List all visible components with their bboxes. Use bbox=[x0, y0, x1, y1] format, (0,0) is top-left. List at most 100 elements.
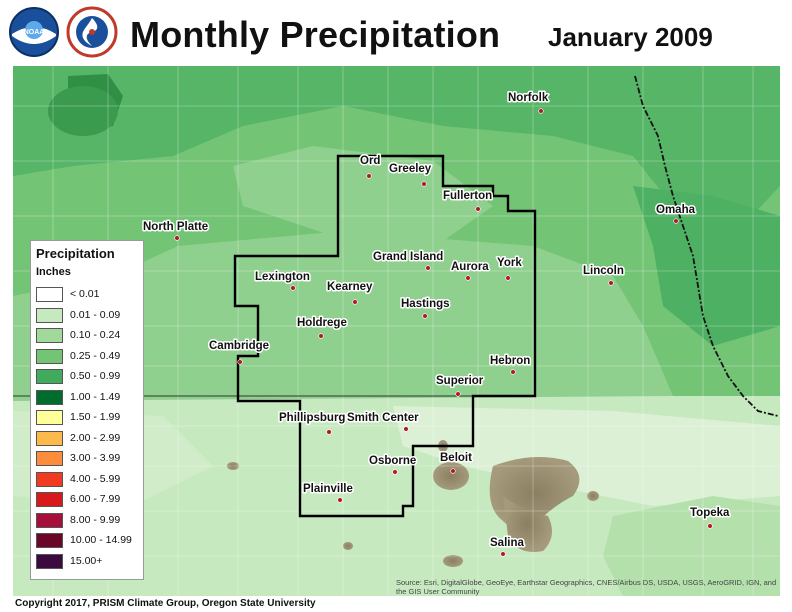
legend-swatch bbox=[36, 410, 63, 425]
legend-swatch bbox=[36, 451, 63, 466]
legend-label: 3.00 - 3.99 bbox=[70, 452, 121, 464]
city-label: Phillipsburg bbox=[279, 412, 345, 424]
legend-item: 2.00 - 2.99 bbox=[36, 430, 140, 448]
precip-zone-dark-east bbox=[633, 186, 780, 346]
city-marker bbox=[422, 313, 428, 319]
city-marker bbox=[174, 235, 180, 241]
noaa-logo: NOAA bbox=[9, 7, 59, 57]
city-marker bbox=[326, 429, 332, 435]
legend-item: 0.01 - 0.09 bbox=[36, 307, 140, 325]
legend-item: 6.00 - 7.99 bbox=[36, 491, 140, 509]
precip-zone-very-light-kansas bbox=[393, 406, 780, 506]
legend-label: 0.10 - 0.24 bbox=[70, 329, 121, 341]
legend-label: 1.50 - 1.99 bbox=[70, 411, 121, 423]
legend-swatch bbox=[36, 471, 63, 487]
legend-swatch bbox=[36, 348, 63, 364]
header: NOAA Monthly Precipitation January 2009 bbox=[0, 0, 792, 66]
legend-label: 10.00 - 14.99 bbox=[70, 534, 132, 546]
city-label: Greeley bbox=[389, 163, 432, 175]
legend-item: 4.00 - 5.99 bbox=[36, 471, 140, 489]
page-title: Monthly Precipitation bbox=[130, 14, 501, 55]
precip-zone-light-nebraska bbox=[13, 231, 673, 401]
city-label: Beloit bbox=[440, 452, 472, 464]
city-label: Lexington bbox=[255, 271, 310, 283]
legend-item: < 0.01 bbox=[36, 286, 140, 304]
svg-text:NOAA: NOAA bbox=[24, 29, 45, 36]
forecast-area-boundary bbox=[233, 154, 537, 518]
city-label: North Platte bbox=[143, 221, 208, 233]
bare-ground-beloit-2 bbox=[503, 496, 552, 552]
missouri-river bbox=[634, 75, 779, 417]
legend-swatch bbox=[36, 287, 63, 302]
city-marker bbox=[425, 265, 431, 271]
city-marker bbox=[465, 275, 471, 281]
legend-label: 0.25 - 0.49 bbox=[70, 349, 121, 362]
bare-ground-small-3 bbox=[587, 491, 599, 501]
city-label: Aurora bbox=[451, 261, 489, 273]
city-marker bbox=[392, 469, 398, 475]
city-marker bbox=[337, 497, 343, 503]
city-label: Norfolk bbox=[508, 92, 549, 104]
legend: Precipitation Inches < 0.01 0.01 - 0.09 0.… bbox=[30, 240, 144, 580]
legend-item: 1.00 - 1.49 bbox=[36, 389, 140, 407]
source-attribution: Source: Esri, DigitalGlobe, GeoEye, Eart… bbox=[396, 578, 777, 596]
city-label: Plainville bbox=[303, 483, 353, 495]
legend-item: 15.00+ bbox=[36, 553, 140, 571]
bare-ground-small-4 bbox=[443, 555, 463, 567]
legend-swatch bbox=[36, 369, 63, 384]
legend-item: 1.50 - 1.99 bbox=[36, 409, 140, 427]
city-marker bbox=[366, 173, 372, 179]
city-marker bbox=[538, 108, 544, 114]
city-label: Ord bbox=[360, 155, 380, 167]
city-layer: Norfolk Ord Greeley Fullerton North Platte Om… bbox=[142, 91, 732, 557]
legend-item: 0.25 - 0.49 bbox=[36, 348, 140, 366]
city-label: Superior bbox=[436, 375, 484, 387]
legend-label: 1.00 - 1.49 bbox=[70, 390, 121, 403]
legend-swatch bbox=[36, 307, 63, 323]
city-label: Omaha bbox=[656, 204, 696, 216]
legend-item: 0.10 - 0.24 bbox=[36, 327, 140, 345]
nws-logo bbox=[66, 6, 118, 58]
city-label: Cambridge bbox=[209, 340, 269, 352]
city-marker bbox=[450, 468, 456, 474]
bare-ground-small-5 bbox=[343, 542, 353, 550]
city-label: Hebron bbox=[490, 355, 530, 367]
legend-swatch bbox=[36, 533, 63, 548]
legend-label: 4.00 - 5.99 bbox=[70, 472, 121, 485]
city-label: Smith Center bbox=[347, 412, 419, 424]
precip-zone-dark-north bbox=[13, 66, 780, 236]
city-marker bbox=[505, 275, 511, 281]
city-label: York bbox=[497, 257, 522, 269]
city-label: Kearney bbox=[327, 281, 373, 293]
city-marker bbox=[510, 369, 516, 375]
legend-swatch bbox=[36, 328, 63, 343]
city-marker bbox=[455, 391, 461, 397]
city-marker bbox=[290, 285, 296, 291]
bare-ground-small-2 bbox=[227, 462, 239, 470]
legend-label: 0.01 - 0.09 bbox=[70, 308, 121, 321]
legend-swatch bbox=[36, 430, 63, 446]
city-marker bbox=[421, 181, 427, 187]
legend-units: Inches bbox=[36, 266, 71, 278]
city-label: Topeka bbox=[690, 507, 730, 519]
precip-zone-dark-spot bbox=[48, 86, 118, 136]
period-label: January 2009 bbox=[548, 22, 713, 52]
city-marker bbox=[237, 359, 243, 365]
city-marker bbox=[673, 218, 679, 224]
precip-zone-light-nebraska-2 bbox=[233, 146, 493, 241]
legend-label: 15.00+ bbox=[70, 554, 103, 567]
legend-swatch bbox=[36, 389, 63, 405]
city-marker bbox=[608, 280, 614, 286]
city-label: Holdrege bbox=[297, 317, 347, 329]
city-marker bbox=[318, 333, 324, 339]
city-marker bbox=[707, 523, 713, 529]
legend-label: < 0.01 bbox=[70, 288, 100, 300]
footer: Copyright 2017, PRISM Climate Group, Ore… bbox=[13, 596, 780, 612]
city-marker bbox=[352, 299, 358, 305]
precip-zone-medium-kansas bbox=[603, 496, 780, 596]
city-marker bbox=[403, 426, 409, 432]
legend-label: 0.50 - 0.99 bbox=[70, 370, 121, 382]
legend-label: 6.00 - 7.99 bbox=[70, 493, 121, 505]
legend-swatch bbox=[36, 492, 63, 507]
legend-label: 8.00 - 9.99 bbox=[70, 513, 121, 526]
